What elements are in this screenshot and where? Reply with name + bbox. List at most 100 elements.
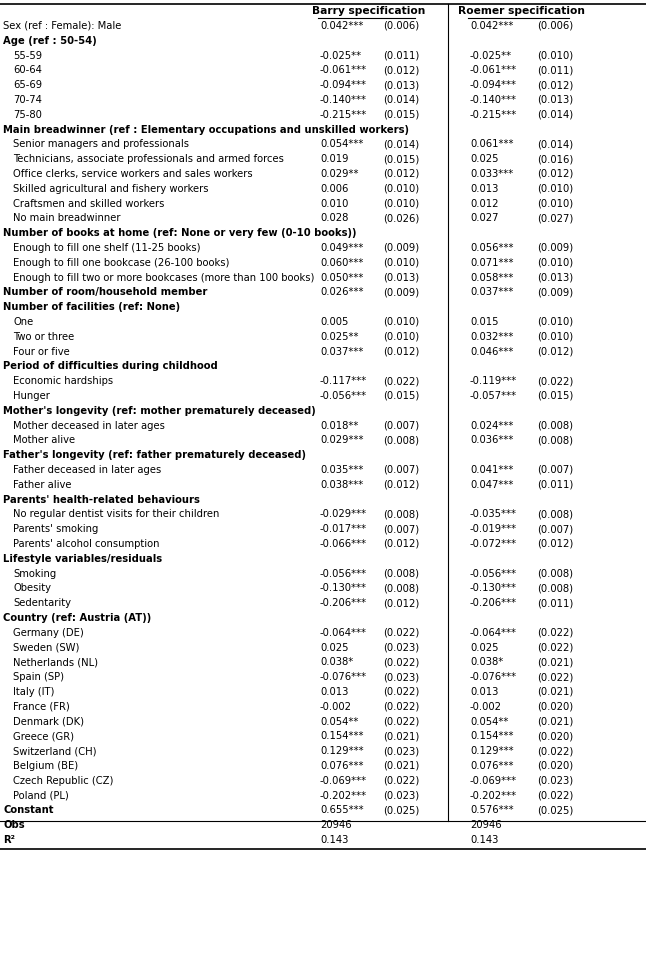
Text: (0.022): (0.022): [537, 747, 573, 756]
Text: 0.056***: 0.056***: [470, 243, 514, 253]
Text: 0.029***: 0.029***: [320, 435, 364, 445]
Text: -0.002: -0.002: [470, 702, 502, 712]
Text: 0.054**: 0.054**: [470, 716, 508, 726]
Text: (0.015): (0.015): [537, 391, 573, 401]
Text: (0.026): (0.026): [383, 214, 419, 224]
Text: Number of books at home (ref: None or very few (0-10 books)): Number of books at home (ref: None or ve…: [3, 228, 357, 238]
Text: Lifestyle variables/residuals: Lifestyle variables/residuals: [3, 553, 162, 564]
Text: (0.010): (0.010): [383, 317, 419, 327]
Text: 20946: 20946: [320, 820, 351, 831]
Text: (0.010): (0.010): [383, 183, 419, 194]
Text: 0.027: 0.027: [470, 214, 499, 224]
Text: Czech Republic (CZ): Czech Republic (CZ): [13, 776, 114, 786]
Text: (0.014): (0.014): [537, 109, 573, 120]
Text: Constant: Constant: [3, 805, 54, 815]
Text: (0.009): (0.009): [537, 287, 573, 298]
Text: 0.576***: 0.576***: [470, 805, 514, 815]
Text: -0.056***: -0.056***: [470, 569, 517, 579]
Text: 0.042***: 0.042***: [320, 21, 363, 31]
Text: 0.026***: 0.026***: [320, 287, 364, 298]
Text: Main breadwinner (ref : Elementary occupations and unskilled workers): Main breadwinner (ref : Elementary occup…: [3, 125, 409, 135]
Text: (0.011): (0.011): [537, 480, 573, 490]
Text: 0.019: 0.019: [320, 154, 348, 164]
Text: -0.064***: -0.064***: [470, 628, 517, 637]
Text: (0.011): (0.011): [537, 65, 573, 75]
Text: (0.022): (0.022): [383, 776, 419, 786]
Text: (0.013): (0.013): [537, 95, 573, 105]
Text: Senior managers and professionals: Senior managers and professionals: [13, 140, 189, 149]
Text: 0.041***: 0.041***: [470, 465, 514, 475]
Text: (0.022): (0.022): [537, 642, 573, 653]
Text: (0.007): (0.007): [383, 421, 419, 430]
Text: 0.028: 0.028: [320, 214, 348, 224]
Text: -0.140***: -0.140***: [470, 95, 517, 105]
Text: 0.076***: 0.076***: [470, 761, 514, 771]
Text: (0.010): (0.010): [383, 332, 419, 342]
Text: -0.076***: -0.076***: [470, 672, 517, 682]
Text: Craftsmen and skilled workers: Craftsmen and skilled workers: [13, 198, 164, 209]
Text: (0.006): (0.006): [537, 21, 573, 31]
Text: (0.010): (0.010): [537, 332, 573, 342]
Text: 0.015: 0.015: [470, 317, 499, 327]
Text: (0.008): (0.008): [383, 569, 419, 579]
Text: (0.021): (0.021): [537, 658, 573, 668]
Text: (0.023): (0.023): [383, 642, 419, 653]
Text: -0.206***: -0.206***: [320, 598, 367, 608]
Text: Belgium (BE): Belgium (BE): [13, 761, 78, 771]
Text: (0.012): (0.012): [537, 80, 573, 90]
Text: (0.008): (0.008): [537, 421, 573, 430]
Text: 0.029**: 0.029**: [320, 169, 359, 179]
Text: (0.027): (0.027): [537, 214, 573, 224]
Text: -0.061***: -0.061***: [470, 65, 517, 75]
Text: (0.014): (0.014): [383, 140, 419, 149]
Text: Spain (SP): Spain (SP): [13, 672, 64, 682]
Text: -0.025**: -0.025**: [320, 51, 362, 61]
Text: (0.022): (0.022): [383, 716, 419, 726]
Text: 0.038***: 0.038***: [320, 480, 363, 490]
Text: No regular dentist visits for their children: No regular dentist visits for their chil…: [13, 509, 220, 519]
Text: 75-80: 75-80: [13, 109, 42, 120]
Text: (0.006): (0.006): [383, 21, 419, 31]
Text: 0.025: 0.025: [320, 642, 348, 653]
Text: (0.007): (0.007): [537, 465, 573, 475]
Text: 0.054**: 0.054**: [320, 716, 359, 726]
Text: Number of facilities (ref: None): Number of facilities (ref: None): [3, 303, 180, 312]
Text: 0.013: 0.013: [470, 687, 498, 697]
Text: (0.012): (0.012): [383, 480, 419, 490]
Text: -0.056***: -0.056***: [320, 569, 367, 579]
Text: (0.015): (0.015): [383, 109, 419, 120]
Text: 0.143: 0.143: [470, 835, 498, 845]
Text: (0.021): (0.021): [383, 761, 419, 771]
Text: (0.010): (0.010): [537, 258, 573, 267]
Text: 0.060***: 0.060***: [320, 258, 363, 267]
Text: 0.042***: 0.042***: [470, 21, 514, 31]
Text: 0.005: 0.005: [320, 317, 348, 327]
Text: (0.008): (0.008): [537, 435, 573, 445]
Text: 0.032***: 0.032***: [470, 332, 514, 342]
Text: Mother's longevity (ref: mother prematurely deceased): Mother's longevity (ref: mother prematur…: [3, 406, 316, 416]
Text: -0.215***: -0.215***: [470, 109, 517, 120]
Text: Roemer specification: Roemer specification: [457, 6, 585, 16]
Text: 0.046***: 0.046***: [470, 346, 514, 356]
Text: -0.076***: -0.076***: [320, 672, 367, 682]
Text: -0.094***: -0.094***: [320, 80, 367, 90]
Text: 0.129***: 0.129***: [320, 747, 364, 756]
Text: -0.035***: -0.035***: [470, 509, 517, 519]
Text: (0.015): (0.015): [383, 391, 419, 401]
Text: (0.008): (0.008): [537, 509, 573, 519]
Text: Germany (DE): Germany (DE): [13, 628, 84, 637]
Text: 0.050***: 0.050***: [320, 272, 363, 283]
Text: 0.033***: 0.033***: [470, 169, 514, 179]
Text: (0.008): (0.008): [383, 509, 419, 519]
Text: 0.154***: 0.154***: [470, 731, 514, 742]
Text: -0.025**: -0.025**: [470, 51, 512, 61]
Text: 0.025**: 0.025**: [320, 332, 359, 342]
Text: -0.094***: -0.094***: [470, 80, 517, 90]
Text: 0.036***: 0.036***: [470, 435, 514, 445]
Text: 65-69: 65-69: [13, 80, 42, 90]
Text: (0.008): (0.008): [383, 435, 419, 445]
Text: (0.020): (0.020): [537, 761, 573, 771]
Text: Enough to fill one shelf (11-25 books): Enough to fill one shelf (11-25 books): [13, 243, 200, 253]
Text: 0.024***: 0.024***: [470, 421, 514, 430]
Text: (0.022): (0.022): [537, 628, 573, 637]
